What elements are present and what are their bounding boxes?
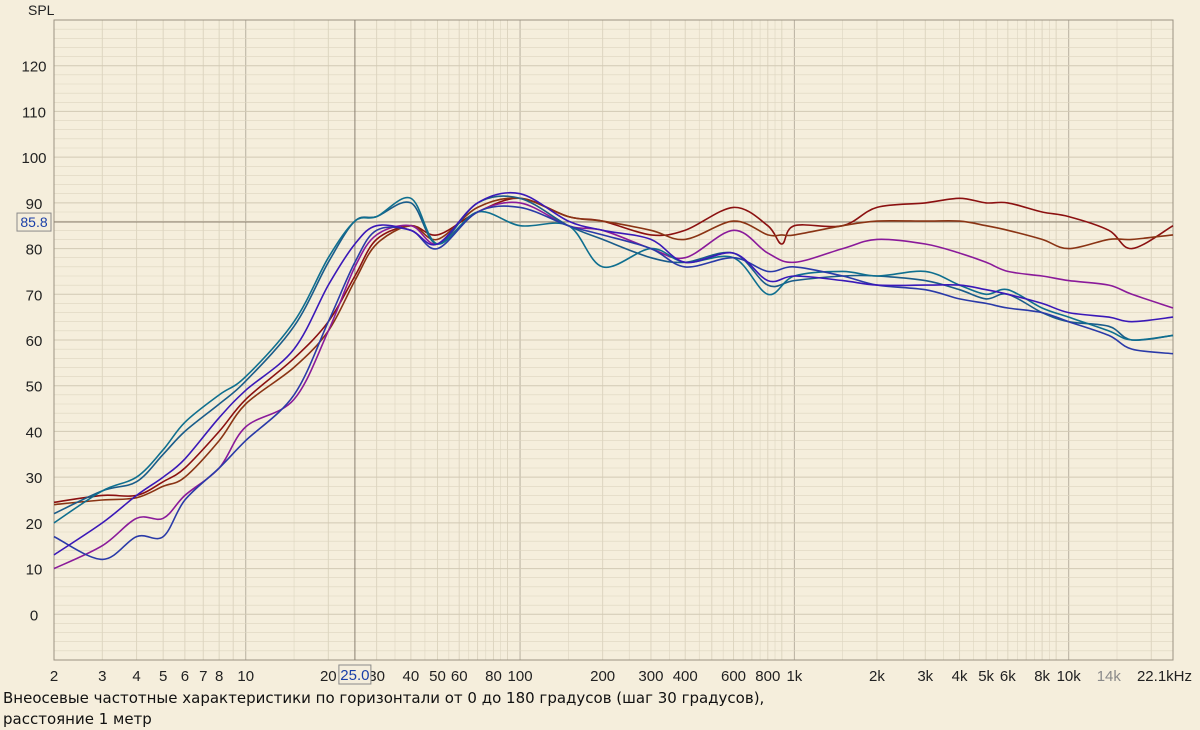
x-tick-label: 4 [132, 668, 140, 685]
grid [53, 19, 1174, 661]
y-tick-label: 100 [21, 150, 46, 167]
series-line-6 [53, 205, 1174, 561]
x-tick-label: 5 [159, 668, 167, 685]
series-group [53, 191, 1174, 570]
x-tick-label: 2 [50, 668, 58, 685]
y-tick-label: 80 [26, 242, 43, 259]
x-tick-label: 20 [320, 668, 337, 685]
y-axis-label: SPL [28, 2, 55, 18]
y-tick-label: 30 [26, 470, 43, 487]
x-tick-label: 30 [368, 668, 385, 685]
caption-line-2: расстояние 1 метр [3, 710, 152, 728]
x-tick-label: 10k [1057, 668, 1082, 685]
x-tick-label: 6k [1000, 668, 1016, 685]
x-tick-label: 600 [721, 668, 746, 685]
x-tick-label: 14k [1097, 668, 1122, 685]
x-tick-label: 2k [869, 668, 885, 685]
y-tick-label: 0 [30, 607, 38, 624]
x-tick-label: 40 [403, 668, 420, 685]
x-tick-label: 50 [429, 668, 446, 685]
cursor-x-readout: 25.0 [340, 667, 369, 684]
series-line-5 [53, 196, 1174, 524]
x-tick-label: 10 [237, 668, 254, 685]
cursor-x-readout-box [338, 664, 372, 685]
y-tick-label: 10 [26, 562, 43, 579]
y-tick-label: 120 [21, 59, 46, 76]
x-tick-label: 100 [508, 668, 533, 685]
x-tick-label: 22.1kHz [1137, 668, 1192, 685]
y-tick-label: 70 [26, 287, 43, 304]
y-tick-labels: 0 10 20 30 40 50 60 70 80 90 100 110 120 [21, 59, 46, 625]
cursor-readouts: 85.8 25.0 [16, 212, 372, 685]
chart-caption: Внеосевые частотные характеристики по го… [3, 688, 764, 730]
x-tick-label: 800 [755, 668, 780, 685]
series-line-2 [53, 197, 1174, 506]
y-tick-label: 40 [26, 424, 43, 441]
series-line-4 [53, 195, 1174, 515]
y-tick-label: 20 [26, 516, 43, 533]
plot-frame [53, 19, 1174, 661]
series-line-1 [53, 197, 1174, 504]
x-tick-label: 400 [673, 668, 698, 685]
cursor-y-readout-box [16, 212, 52, 232]
y-tick-label: 50 [26, 379, 43, 396]
x-tick-label: 7 [199, 668, 207, 685]
y-tick-label: 110 [22, 104, 46, 121]
frequency-response-chart: 0 10 20 30 40 50 60 70 80 90 100 110 120 2 3 4 5 6 7 8 10 20… [16, 2, 1192, 685]
x-tick-label: 1k [786, 668, 802, 685]
series-line-7 [53, 191, 1174, 556]
caption-line-1: Внеосевые частотные характеристики по го… [3, 689, 765, 707]
y-tick-label: 60 [26, 333, 43, 350]
x-tick-label: 8k [1034, 668, 1050, 685]
x-tick-label: 200 [590, 668, 615, 685]
x-tick-labels: 2 3 4 5 6 7 8 10 20 30 40 50 60 80 100 200 300 400 600 800 1… [50, 668, 1192, 685]
x-tick-label: 300 [638, 668, 663, 685]
x-tick-label: 80 [485, 668, 502, 685]
x-tick-label: 3k [917, 668, 933, 685]
x-tick-label: 8 [215, 668, 223, 685]
cursor-y-readout: 85.8 [20, 214, 47, 230]
x-tick-label: 4k [952, 668, 968, 685]
x-tick-label: 60 [451, 668, 468, 685]
y-tick-label: 90 [26, 196, 43, 213]
x-tick-label: 3 [98, 668, 106, 685]
x-tick-label: 5k [978, 668, 994, 685]
x-tick-label: 6 [181, 668, 189, 685]
cursor-lines [54, 20, 1173, 660]
